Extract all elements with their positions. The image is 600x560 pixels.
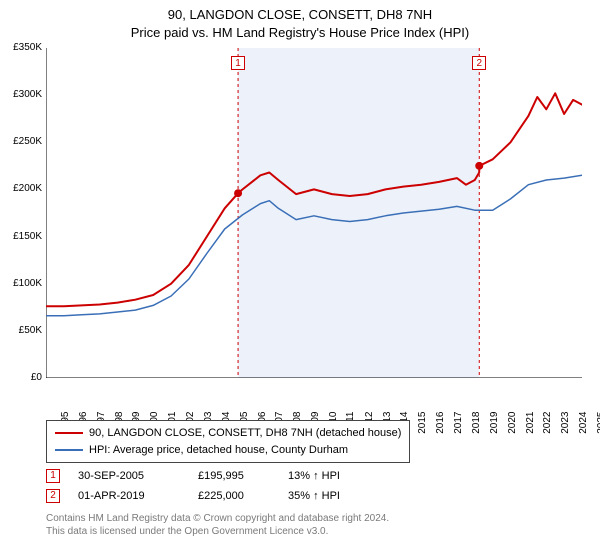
legend-label-house: 90, LANGDON CLOSE, CONSETT, DH8 7NH (det… <box>89 425 401 442</box>
footer: Contains HM Land Registry data © Crown c… <box>46 512 389 538</box>
x-tick-label: 2018 <box>471 412 482 434</box>
x-axis-labels: 1995199619971998199920002001200220032004… <box>46 382 582 422</box>
sale-marker-box: 2 <box>472 56 486 70</box>
y-tick-label: £250K <box>0 136 42 147</box>
x-tick-label: 2017 <box>453 412 464 434</box>
x-tick-label: 2021 <box>524 412 535 434</box>
footer-line-2: This data is licensed under the Open Gov… <box>46 525 389 538</box>
chart-area: £0£50K£100K£150K£200K£250K£300K£350K 199… <box>46 48 582 378</box>
y-tick-label: £0 <box>0 372 42 383</box>
sale-col-date: 30-SEP-2005 <box>78 470 198 482</box>
sale-marker-icon: 2 <box>46 489 60 503</box>
y-tick-label: £350K <box>0 42 42 53</box>
sale-marker-icon: 1 <box>46 469 60 483</box>
legend-row-hpi: HPI: Average price, detached house, Coun… <box>55 442 401 459</box>
legend-swatch-house <box>55 432 83 434</box>
legend-row-house: 90, LANGDON CLOSE, CONSETT, DH8 7NH (det… <box>55 425 401 442</box>
legend-label-hpi: HPI: Average price, detached house, Coun… <box>89 442 348 459</box>
sale-col-price: £225,000 <box>198 490 288 502</box>
sale-col-pct: 13% ↑ HPI <box>288 470 348 482</box>
chart-svg <box>46 48 582 378</box>
x-tick-label: 2023 <box>560 412 571 434</box>
title-line-1: 90, LANGDON CLOSE, CONSETT, DH8 7NH <box>0 6 600 24</box>
plot <box>46 48 582 378</box>
x-tick-label: 2015 <box>417 412 428 434</box>
sale-col-price: £195,995 <box>198 470 288 482</box>
sale-row: 1 30-SEP-2005£195,99513% ↑ HPI <box>46 466 348 486</box>
legend-swatch-hpi <box>55 449 83 451</box>
x-tick-label: 2022 <box>542 412 553 434</box>
footer-line-1: Contains HM Land Registry data © Crown c… <box>46 512 389 525</box>
y-tick-label: £200K <box>0 183 42 194</box>
sales-table: 1 30-SEP-2005£195,99513% ↑ HPI 2 01-APR-201… <box>46 466 348 506</box>
y-axis-labels: £0 £50K £100K £150K £200K £250K £300K £350K <box>0 42 44 384</box>
title-block: 90, LANGDON CLOSE, CONSETT, DH8 7NH Pric… <box>0 0 600 41</box>
y-tick-label: £150K <box>0 231 42 242</box>
y-tick-label: £50K <box>0 325 42 336</box>
x-tick-label: 2019 <box>489 412 500 434</box>
x-tick-label: 2020 <box>506 412 517 434</box>
y-tick-label: £100K <box>0 278 42 289</box>
x-tick-label: 2016 <box>435 412 446 434</box>
sale-row: 2 01-APR-2019£225,00035% ↑ HPI <box>46 486 348 506</box>
x-tick-label: 2024 <box>578 412 589 434</box>
sale-marker-box: 1 <box>231 56 245 70</box>
sale-col-date: 01-APR-2019 <box>78 490 198 502</box>
y-tick-label: £300K <box>0 89 42 100</box>
title-line-2: Price paid vs. HM Land Registry's House … <box>0 24 600 42</box>
legend: 90, LANGDON CLOSE, CONSETT, DH8 7NH (det… <box>46 420 410 463</box>
x-tick-label: 2025 <box>596 412 600 434</box>
root: 90, LANGDON CLOSE, CONSETT, DH8 7NH Pric… <box>0 0 600 560</box>
sale-col-pct: 35% ↑ HPI <box>288 490 348 502</box>
